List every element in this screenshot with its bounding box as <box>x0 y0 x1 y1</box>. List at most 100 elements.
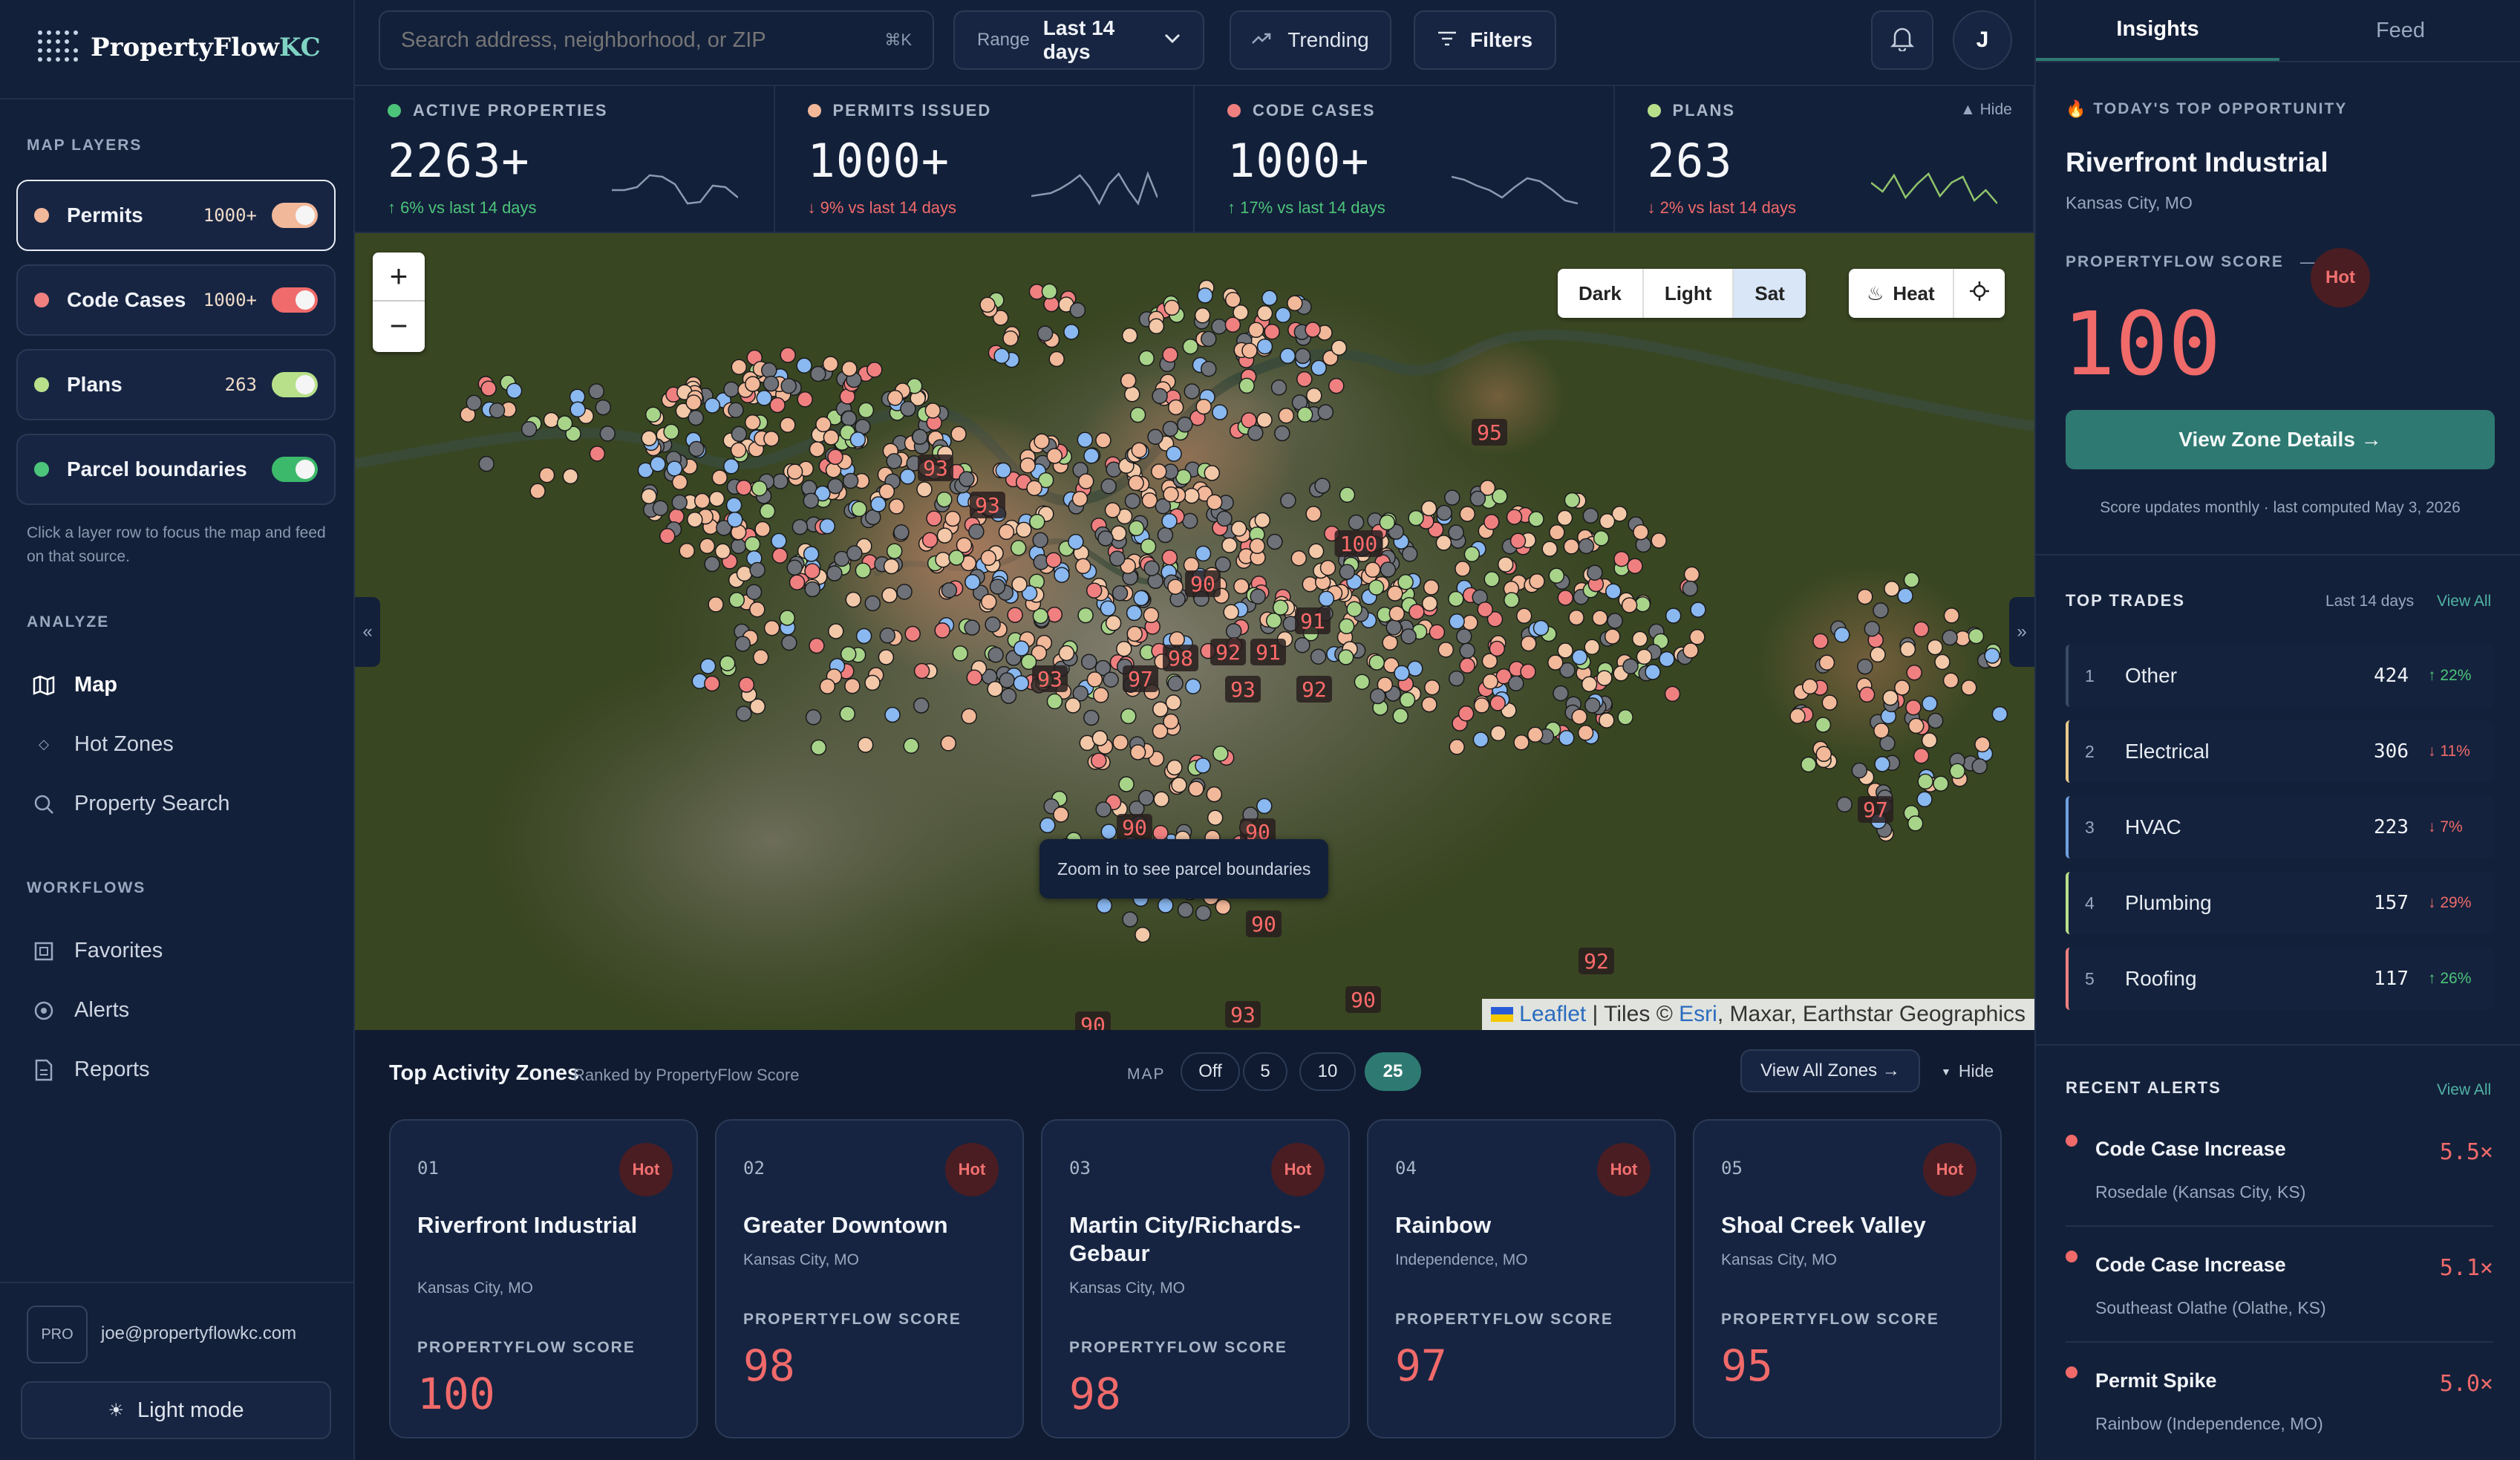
property-marker[interactable] <box>822 356 839 372</box>
property-marker[interactable] <box>780 417 796 433</box>
property-marker[interactable] <box>1026 480 1042 496</box>
property-marker[interactable] <box>1280 492 1296 509</box>
property-marker[interactable] <box>1185 678 1201 694</box>
zone-score-label[interactable]: 93 <box>975 493 1000 518</box>
property-marker[interactable] <box>858 402 875 419</box>
property-marker[interactable] <box>1659 651 1675 668</box>
property-marker[interactable] <box>1206 494 1223 510</box>
property-marker[interactable] <box>964 619 980 636</box>
property-marker[interactable] <box>1879 735 1896 752</box>
property-marker[interactable] <box>1682 642 1699 659</box>
property-marker[interactable] <box>745 376 761 392</box>
property-marker[interactable] <box>1459 657 1475 674</box>
property-marker[interactable] <box>1249 538 1266 555</box>
nav-alerts[interactable]: Alerts <box>33 998 129 1023</box>
property-marker[interactable] <box>1504 592 1520 608</box>
attribution-leaflet-link[interactable]: Leaflet <box>1519 1002 1587 1026</box>
property-marker[interactable] <box>796 357 812 374</box>
property-marker[interactable] <box>1621 597 1638 613</box>
property-marker[interactable] <box>1184 487 1200 504</box>
trade-row-2[interactable]: 2 Electrical 306 ↓ 11% <box>2066 720 2493 783</box>
property-marker[interactable] <box>786 559 803 576</box>
property-marker[interactable] <box>1279 348 1296 365</box>
property-marker[interactable] <box>1369 688 1386 705</box>
property-marker[interactable] <box>679 542 695 559</box>
property-marker[interactable] <box>668 508 685 525</box>
property-marker[interactable] <box>1241 342 1258 359</box>
property-marker[interactable] <box>893 524 910 541</box>
property-marker[interactable] <box>1215 556 1231 573</box>
property-marker[interactable] <box>1086 582 1103 599</box>
property-marker[interactable] <box>1472 731 1489 748</box>
property-marker[interactable] <box>1584 697 1601 714</box>
property-marker[interactable] <box>1368 654 1385 671</box>
property-marker[interactable] <box>738 677 755 693</box>
search-input[interactable] <box>401 27 885 53</box>
property-marker[interactable] <box>666 460 683 477</box>
property-marker[interactable] <box>1148 318 1165 335</box>
property-marker[interactable] <box>1195 398 1212 415</box>
property-marker[interactable] <box>1506 509 1523 525</box>
property-marker[interactable] <box>1489 695 1506 711</box>
zone-score-label[interactable]: 93 <box>1230 1003 1256 1027</box>
property-marker[interactable] <box>1916 791 1933 808</box>
property-marker[interactable] <box>1165 694 1182 711</box>
property-marker[interactable] <box>1424 679 1440 696</box>
property-marker[interactable] <box>964 574 981 590</box>
property-marker[interactable] <box>1392 708 1408 724</box>
property-marker[interactable] <box>1436 504 1452 521</box>
property-marker[interactable] <box>1296 371 1313 388</box>
property-marker[interactable] <box>1068 533 1084 550</box>
property-marker[interactable] <box>840 645 857 662</box>
property-marker[interactable] <box>480 380 497 397</box>
property-marker[interactable] <box>693 492 711 509</box>
collapse-right-button[interactable]: » <box>2009 597 2034 667</box>
trade-row-4[interactable]: 4 Plumbing 157 ↓ 29% <box>2066 872 2493 934</box>
property-marker[interactable] <box>936 491 953 508</box>
property-marker[interactable] <box>1482 674 1499 690</box>
property-marker[interactable] <box>1037 472 1054 489</box>
property-marker[interactable] <box>780 377 797 394</box>
zone-score-label[interactable]: 93 <box>923 456 948 480</box>
property-marker[interactable] <box>1100 478 1117 495</box>
property-marker[interactable] <box>1328 377 1345 394</box>
property-marker[interactable] <box>1039 817 1056 834</box>
property-marker[interactable] <box>1571 649 1588 665</box>
property-marker[interactable] <box>752 649 769 665</box>
layer-toggle[interactable] <box>272 287 318 313</box>
property-marker[interactable] <box>1801 756 1817 773</box>
property-marker[interactable] <box>723 458 740 475</box>
property-marker[interactable] <box>1368 579 1385 596</box>
property-marker[interactable] <box>1894 680 1910 696</box>
property-marker[interactable] <box>913 662 930 680</box>
property-marker[interactable] <box>704 397 721 414</box>
top-zone-name[interactable]: Riverfront Industrial <box>2066 147 2328 177</box>
property-marker[interactable] <box>803 546 820 562</box>
property-marker[interactable] <box>1421 696 1437 713</box>
property-marker[interactable] <box>731 359 748 375</box>
property-marker[interactable] <box>1152 388 1168 405</box>
property-marker[interactable] <box>1204 465 1221 481</box>
property-marker[interactable] <box>772 473 789 489</box>
property-marker[interactable] <box>1399 691 1416 708</box>
property-marker[interactable] <box>1437 642 1455 658</box>
property-marker[interactable] <box>1131 442 1148 458</box>
property-marker[interactable] <box>1141 492 1158 509</box>
property-marker[interactable] <box>1905 699 1922 716</box>
layer-toggle[interactable] <box>272 457 318 482</box>
trade-row-3[interactable]: 3 HVAC 223 ↓ 7% <box>2066 796 2493 858</box>
property-marker[interactable] <box>1348 514 1365 531</box>
property-marker[interactable] <box>1212 746 1229 762</box>
property-marker[interactable] <box>1058 645 1075 662</box>
property-marker[interactable] <box>1469 490 1486 507</box>
property-marker[interactable] <box>1019 457 1036 474</box>
property-marker[interactable] <box>884 706 901 723</box>
zoom-out-button[interactable]: − <box>389 308 408 343</box>
property-marker[interactable] <box>1483 514 1500 530</box>
property-marker[interactable] <box>1379 514 1396 531</box>
property-marker[interactable] <box>1527 726 1544 743</box>
property-marker[interactable] <box>687 511 703 528</box>
property-marker[interactable] <box>1483 571 1500 587</box>
property-marker[interactable] <box>1308 543 1325 560</box>
map-style-dark[interactable]: Dark <box>1579 281 1622 304</box>
